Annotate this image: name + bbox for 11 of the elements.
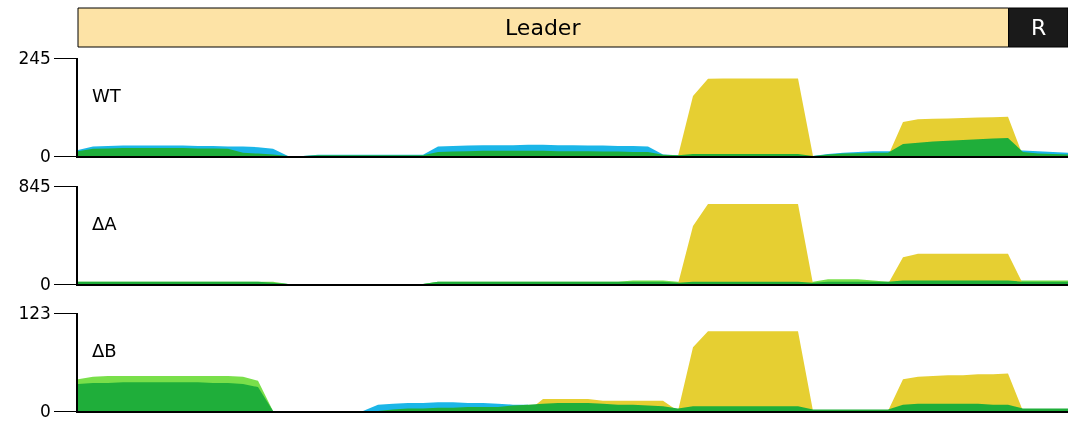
text: ΔB — [92, 340, 117, 361]
text: ΔA — [92, 213, 118, 234]
y-tick-label: 0 — [40, 400, 51, 421]
y-tick-label: 245 — [18, 47, 51, 68]
y-tick-label: 0 — [40, 273, 51, 294]
text: Leader — [505, 15, 582, 40]
y-tick-label: 845 — [18, 175, 51, 196]
text: R — [1031, 15, 1047, 40]
y-tick-label: 123 — [18, 302, 51, 323]
y-tick-label: 0 — [40, 145, 51, 166]
text: WT — [92, 85, 122, 106]
